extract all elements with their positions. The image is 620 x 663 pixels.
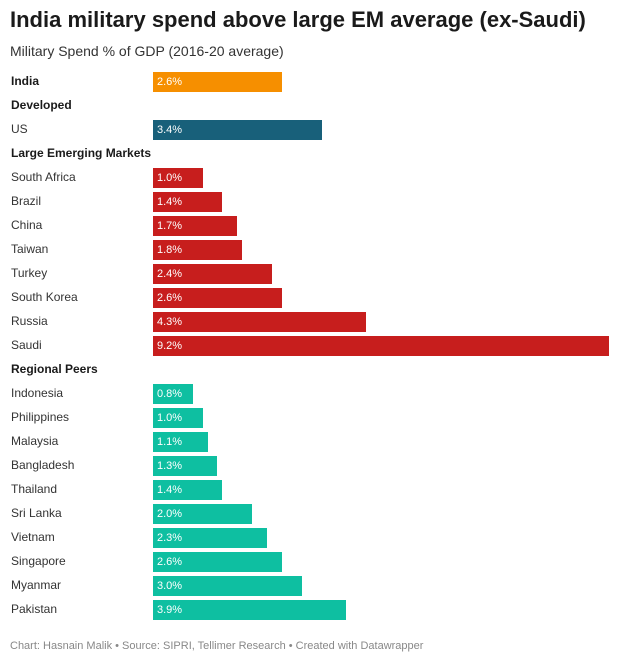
bar-label: South Africa — [11, 170, 76, 184]
bar-label: Brazil — [11, 194, 42, 208]
bar-value-label: 1.0% — [157, 172, 183, 184]
bar — [153, 456, 218, 476]
bar-value-label: 1.3% — [157, 460, 183, 472]
bar-value-label: 1.4% — [157, 484, 183, 496]
bar-value-label: 2.6% — [157, 556, 183, 568]
bar-label: Vietnam — [11, 530, 55, 544]
bar-label: India — [11, 74, 40, 88]
bar-label: US — [11, 122, 28, 136]
bar-value-label: 2.3% — [157, 532, 183, 544]
bar — [153, 552, 282, 572]
bar-label: China — [11, 218, 43, 232]
bar — [153, 504, 253, 524]
bar-row: Vietnam 2.3% — [0, 526, 620, 550]
bar — [153, 384, 193, 404]
group-header: Regional Peers — [11, 362, 98, 376]
bar — [153, 432, 208, 452]
bar-row: India 2.6% — [0, 70, 620, 94]
bar-row: South Korea 2.6% — [0, 286, 620, 310]
bar-value-label: 1.4% — [157, 196, 183, 208]
bar-label: Russia — [11, 314, 48, 328]
bar-row: Turkey 2.4% — [0, 262, 620, 286]
bar-value-label: 1.7% — [157, 220, 183, 232]
group-header-row: Regional Peers — [0, 358, 620, 382]
group-header-row: Large Emerging Markets — [0, 142, 620, 166]
bar-label: Taiwan — [11, 242, 49, 256]
bar-label: Turkey — [11, 266, 48, 280]
bar-label: Pakistan — [11, 602, 58, 616]
bar-value-label: 3.4% — [157, 124, 183, 136]
bar-value-label: 3.9% — [157, 604, 183, 616]
bar-row: Singapore 2.6% — [0, 550, 620, 574]
bar-label: Sri Lanka — [11, 506, 62, 520]
bar — [153, 72, 282, 92]
bar-value-label: 4.3% — [157, 316, 183, 328]
chart-subtitle: Military Spend % of GDP (2016-20 average… — [10, 43, 284, 59]
bar-row: South Africa 1.0% — [0, 166, 620, 190]
bar-label: Philippines — [11, 410, 70, 424]
bar-value-label: 3.0% — [157, 580, 183, 592]
bar-value-label: 2.0% — [157, 508, 183, 520]
bar-value-label: 1.1% — [157, 436, 183, 448]
bar — [153, 528, 267, 548]
bar-row: Bangladesh 1.3% — [0, 454, 620, 478]
bar — [153, 312, 367, 332]
bar-row: Malaysia 1.1% — [0, 430, 620, 454]
bar-label: Saudi — [11, 338, 42, 352]
bar-value-label: 1.0% — [157, 412, 183, 424]
bar-row: Myanmar 3.0% — [0, 574, 620, 598]
bar-label: Singapore — [11, 554, 66, 568]
bar — [153, 288, 282, 308]
bar-label: Malaysia — [11, 434, 59, 448]
bar-row: US 3.4% — [0, 118, 620, 142]
bar — [153, 192, 223, 212]
chart-title: India military spend above large EM aver… — [10, 7, 586, 32]
bar-label: Indonesia — [11, 386, 64, 400]
bar-row: Russia 4.3% — [0, 310, 620, 334]
bar-row: Indonesia 0.8% — [0, 382, 620, 406]
bar-label: Thailand — [11, 482, 58, 496]
bar — [153, 336, 609, 356]
bar — [153, 408, 203, 428]
bar — [153, 240, 243, 260]
bar — [153, 264, 272, 284]
bar-label: Bangladesh — [11, 458, 75, 472]
bar-value-label: 1.8% — [157, 244, 183, 256]
bar-value-label: 9.2% — [157, 340, 183, 352]
group-header: Developed — [11, 98, 72, 112]
bar-value-label: 2.6% — [157, 292, 183, 304]
bar-row: Taiwan 1.8% — [0, 238, 620, 262]
bar — [153, 168, 203, 188]
bar — [153, 480, 223, 500]
group-header-row: Developed — [0, 94, 620, 118]
bar-row: Brazil 1.4% — [0, 190, 620, 214]
bar-label: Myanmar — [11, 578, 62, 592]
bar — [153, 576, 302, 596]
bar-value-label: 2.4% — [157, 268, 183, 280]
bar-row: Thailand 1.4% — [0, 478, 620, 502]
chart-footer: Chart: Hasnain Malik • Source: SIPRI, Te… — [10, 640, 424, 652]
bar-row: Pakistan 3.9% — [0, 598, 620, 622]
bar — [153, 120, 322, 140]
bar-row: Philippines 1.0% — [0, 406, 620, 430]
bar-row: Saudi 9.2% — [0, 334, 620, 358]
bar — [153, 600, 347, 620]
bar-label: South Korea — [11, 290, 78, 304]
bar-row: Sri Lanka 2.0% — [0, 502, 620, 526]
bar-row: China 1.7% — [0, 214, 620, 238]
bar-value-label: 0.8% — [157, 388, 183, 400]
bar — [153, 216, 238, 236]
bar-value-label: 2.6% — [157, 76, 183, 88]
group-header: Large Emerging Markets — [11, 146, 152, 160]
